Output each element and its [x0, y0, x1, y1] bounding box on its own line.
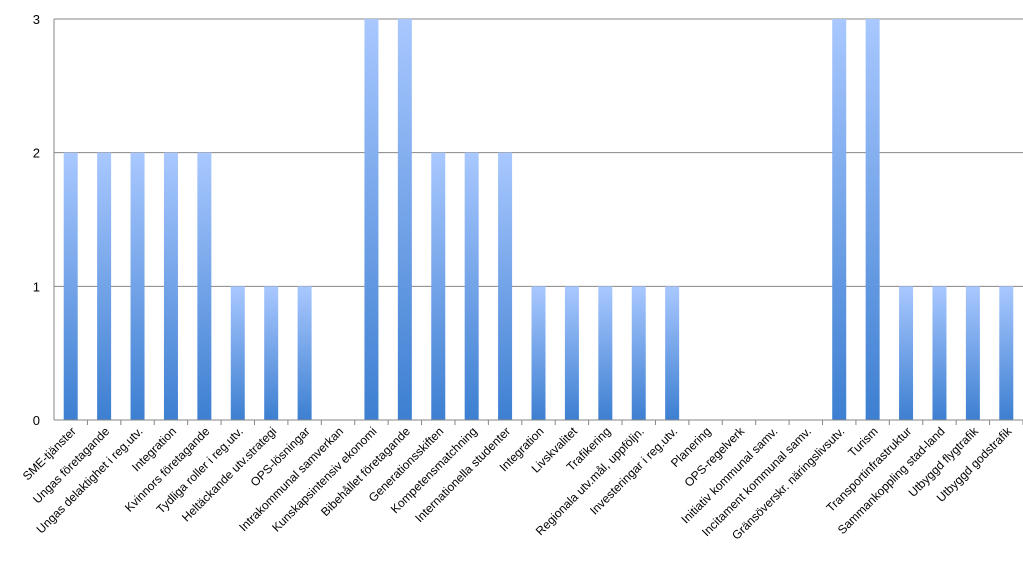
bar — [130, 152, 145, 420]
bar — [397, 19, 412, 420]
bar — [431, 152, 446, 420]
axes — [53, 19, 1023, 425]
bar — [297, 286, 312, 420]
bar — [364, 19, 379, 420]
y-tick-label: 1 — [33, 279, 40, 294]
bars — [63, 19, 1014, 420]
bar — [163, 152, 178, 420]
bar — [230, 286, 245, 420]
bar — [197, 152, 212, 420]
bar — [631, 286, 646, 420]
bar — [899, 286, 914, 420]
bar — [932, 286, 947, 420]
bar — [865, 19, 880, 420]
bar — [63, 152, 78, 420]
y-tick-label: 2 — [33, 146, 40, 161]
bar — [464, 152, 479, 420]
y-axis-tick-labels: 0 1 2 3 — [33, 12, 40, 428]
bar — [531, 286, 546, 420]
bar — [832, 19, 847, 420]
bar — [564, 286, 579, 420]
bar — [965, 286, 980, 420]
bar — [598, 286, 613, 420]
y-tick-label: 0 — [33, 413, 40, 428]
bar — [264, 286, 279, 420]
bar — [665, 286, 680, 420]
bar — [97, 152, 112, 420]
bar — [999, 286, 1014, 420]
bar — [498, 152, 513, 420]
y-tick-label: 3 — [33, 12, 40, 27]
